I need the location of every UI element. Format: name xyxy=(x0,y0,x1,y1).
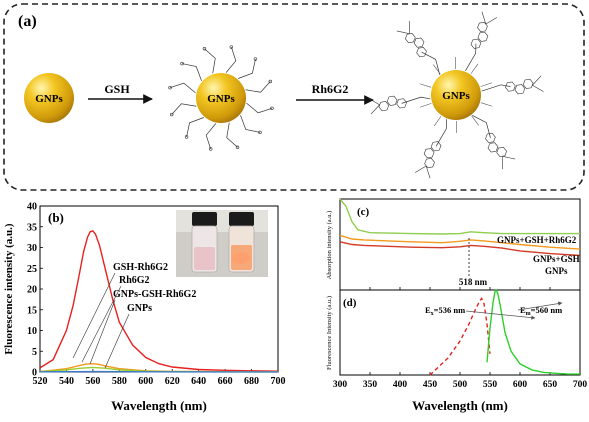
ytick-label-b-0: 0 xyxy=(32,368,37,379)
gsh-stub xyxy=(481,103,492,107)
gsh-ligand xyxy=(226,47,236,72)
legend-gnps-gsh-rh6g2: GNPs-GSH-Rh6G2 xyxy=(113,289,196,300)
gsh-stub xyxy=(433,65,440,75)
xtick-label-b-700: 700 xyxy=(271,376,286,387)
gsh-ligand xyxy=(246,103,271,113)
panel-b-ylabel: Fluorescence intensity (a.u.) xyxy=(3,223,15,355)
xtick-label-b-640: 640 xyxy=(191,376,206,387)
ytick-label-b-20: 20 xyxy=(27,285,37,296)
xtick-label-d-600: 600 xyxy=(513,380,528,390)
panel-d-axes-frame xyxy=(340,290,580,375)
peak-518-label: 518 nm xyxy=(459,277,488,287)
panel-b-label: (b) xyxy=(48,210,64,225)
xtick-label-b-580: 580 xyxy=(112,376,127,387)
gnp-gsh-label: GNPs xyxy=(207,93,235,105)
ytick-label-b-30: 30 xyxy=(27,243,37,254)
rh6g2-linker xyxy=(465,44,476,71)
gsh-stub xyxy=(420,103,431,107)
xtick-label-b-560: 560 xyxy=(85,376,100,387)
gsh-ligand xyxy=(238,59,255,78)
panel-d-chart: (d) Fluorescence Intensity (a.u.) Wavele… xyxy=(326,290,587,413)
panel-b-legend: GSH-Rh6G2 Rh6G2 GNPs-GSH-Rh6G2 GNPs xyxy=(73,262,196,368)
gsh-ligand xyxy=(172,104,197,115)
label-gnps-gsh: GNPs+GSH xyxy=(533,254,580,264)
rh6g2-dye xyxy=(469,12,497,52)
xtick-label-d-650: 650 xyxy=(543,380,558,390)
xtick-label-d-700: 700 xyxy=(573,380,588,390)
rh6g2-linker xyxy=(436,119,447,146)
gsh-ligand xyxy=(246,81,271,92)
rh6g2-linker xyxy=(422,52,440,75)
gsh-ligand xyxy=(206,123,216,148)
xtick-label-d-500: 500 xyxy=(453,380,468,390)
ytick-label-b-25: 25 xyxy=(27,264,37,275)
panel-c-chart: (c) Absorption intensity (a.u.) 518 nm G… xyxy=(326,199,580,290)
gsh-stub xyxy=(420,84,431,88)
gsh-stub xyxy=(434,116,441,126)
rh6g2-dye xyxy=(480,130,516,169)
gsh-arrow-label: GSH xyxy=(104,82,130,96)
panel-b-xlabel: Wavelength (nm) xyxy=(111,398,207,413)
xtick-label-d-300: 300 xyxy=(333,380,348,390)
ytick-label-b-15: 15 xyxy=(27,305,37,316)
ytick-label-b-35: 35 xyxy=(27,222,37,233)
vials-photo xyxy=(176,210,268,277)
legend-gnps: GNPs xyxy=(127,303,152,314)
rh6g2-dye xyxy=(415,138,443,178)
series-c-gnps-gsh-rh6g2 xyxy=(340,199,580,234)
xtick-label-d-350: 350 xyxy=(363,380,378,390)
legend-gsh-rh6g2: GSH-Rh6G2 xyxy=(113,262,168,273)
xtick-label-d-400: 400 xyxy=(393,380,408,390)
gsh-ligand xyxy=(204,49,215,74)
panel-d-ylabel: Fluorescence Intensity (a.u.) xyxy=(326,296,333,370)
gsh-ligand xyxy=(182,64,201,81)
gsh-ligand xyxy=(240,115,259,132)
panel-d-xlabel: Wavelength (nm) xyxy=(412,398,508,413)
series-d-emission xyxy=(487,290,580,374)
gsh-stub xyxy=(472,116,479,126)
annotation-emission: Em=560 nm xyxy=(520,305,562,317)
gnp-gsh-rh6g2-label: GNPs xyxy=(442,90,470,102)
rh6g2-linker xyxy=(472,115,490,138)
xtick-label-b-600: 600 xyxy=(138,376,153,387)
panel-d-series xyxy=(430,290,580,375)
xtick-label-d-550: 550 xyxy=(483,380,498,390)
ytick-label-b-5: 5 xyxy=(32,347,37,358)
ytick-label-b-40: 40 xyxy=(27,202,37,213)
leader-gnps xyxy=(105,314,129,368)
panel-c-label: (c) xyxy=(357,206,370,218)
xtick-label-b-680: 680 xyxy=(244,376,259,387)
rh6g2-dye xyxy=(397,21,433,60)
label-gnps-gsh-rh6g2: GNPs+GSH+Rh6G2 xyxy=(497,235,577,245)
gsh-ligand xyxy=(187,117,204,136)
label-gnps: GNPs xyxy=(545,266,568,276)
xtick-label-d-450: 450 xyxy=(423,380,438,390)
xtick-label-b-540: 540 xyxy=(59,376,74,387)
rh6g2-dye xyxy=(368,93,407,114)
gsh-stub xyxy=(481,83,492,87)
xtick-label-b-660: 660 xyxy=(218,376,233,387)
gnp-bare-label: GNPs xyxy=(35,93,63,105)
rh6g2-arrow-label: Rh6G2 xyxy=(312,82,349,96)
gsh-stub xyxy=(471,64,478,74)
panel-c-series xyxy=(340,199,580,255)
gsh-ligand xyxy=(170,83,195,93)
legend-rh6g2: Rh6G2 xyxy=(119,275,150,286)
gsh-ligand-end xyxy=(236,146,239,149)
annotation-excitation: Ex=536 nm xyxy=(425,305,465,317)
panel-a-frame xyxy=(4,4,584,190)
panel-c-ylabel: Absorption intensity (a.u.) xyxy=(326,211,333,280)
panel-a: (a) GNPs GSH GNPs Rh6G2 GNPs xyxy=(4,4,584,190)
panel-d-label: (d) xyxy=(343,297,357,309)
gsh-ligand xyxy=(227,123,238,148)
ytick-label-b-10: 10 xyxy=(27,326,37,337)
rh6g2-linker xyxy=(402,97,431,103)
panel-a-label: (a) xyxy=(18,13,37,30)
xtick-label-b-620: 620 xyxy=(165,376,180,387)
leader-rh6g2 xyxy=(82,286,121,362)
panel-b-chart: (b) Wavelength (nm) Fluorescence intensi… xyxy=(3,202,286,414)
